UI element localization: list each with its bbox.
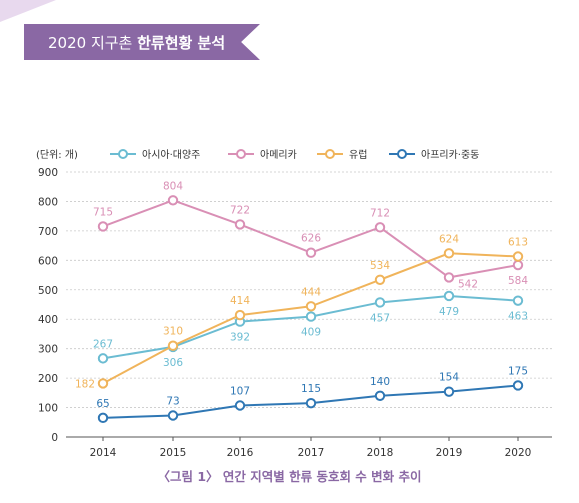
data-point	[97, 412, 109, 424]
data-point	[374, 297, 386, 308]
section-title-bold: 한류현황 분석	[137, 34, 226, 52]
legend-marker	[118, 149, 128, 159]
y-tick-label: 600	[38, 255, 58, 267]
data-point	[234, 309, 246, 321]
y-tick-label: 300	[38, 344, 58, 356]
unit-label: (단위: 개)	[36, 148, 78, 161]
data-label: 310	[163, 326, 183, 338]
data-label: 414	[230, 295, 250, 307]
data-label: 722	[230, 204, 250, 216]
section-title: 2020 지구촌 한류현황 분석	[48, 32, 225, 53]
data-point	[167, 195, 179, 206]
x-tick-label: 2014	[90, 447, 117, 459]
y-tick-label: 800	[38, 196, 58, 208]
data-label: 267	[93, 338, 113, 350]
data-label: 444	[301, 286, 321, 298]
legend-label: 아시아·대양주	[142, 149, 200, 161]
data-point	[443, 386, 455, 397]
data-point	[374, 222, 386, 233]
x-tick-label: 2017	[298, 447, 325, 459]
data-point	[234, 400, 246, 411]
data-label: 182	[75, 378, 95, 390]
y-tick-label: 500	[38, 285, 58, 297]
data-label: 115	[301, 383, 321, 395]
x-tick-label: 2015	[160, 447, 187, 459]
x-tick-label: 2018	[367, 447, 394, 459]
data-point	[512, 251, 524, 262]
data-point	[305, 301, 317, 312]
y-tick-label: 400	[38, 314, 58, 326]
data-point	[374, 274, 386, 285]
data-point	[512, 259, 524, 271]
data-label: 175	[508, 365, 528, 377]
data-label: 140	[370, 376, 390, 388]
data-point	[374, 390, 386, 401]
data-point	[512, 380, 524, 391]
data-label: 715	[93, 206, 113, 218]
x-tick-label: 2016	[227, 447, 254, 459]
legend-label: 아메리카	[260, 149, 297, 161]
y-tick-label: 900	[38, 167, 58, 179]
data-label: 479	[439, 306, 459, 318]
data-label: 409	[301, 327, 321, 339]
data-label: 73	[166, 396, 179, 408]
data-label: 542	[458, 278, 478, 290]
data-point	[443, 248, 455, 259]
data-point	[167, 410, 179, 421]
legend-marker	[397, 149, 407, 159]
data-point	[234, 219, 246, 230]
x-tick-label: 2020	[505, 447, 532, 459]
data-label: 463	[508, 311, 528, 323]
data-label: 534	[370, 260, 390, 272]
data-point	[97, 221, 109, 232]
x-tick-label: 2019	[436, 447, 463, 459]
legend-label: 아프리카·중동	[421, 149, 479, 161]
section-title-banner: 2020 지구촌 한류현황 분석	[24, 24, 260, 60]
data-label: 306	[163, 357, 183, 369]
y-tick-label: 100	[38, 403, 58, 415]
data-label: 626	[301, 233, 321, 245]
section-title-year: 2020 지구촌	[48, 34, 138, 52]
data-point	[305, 397, 317, 409]
corner-decoration	[0, 0, 56, 22]
legend-marker	[236, 149, 246, 159]
legend-marker	[325, 149, 335, 159]
data-label: 65	[96, 398, 109, 410]
data-point	[443, 272, 455, 283]
legend-label: 유럽	[349, 149, 367, 161]
data-label: 457	[370, 312, 390, 324]
data-point	[97, 353, 109, 364]
data-point	[97, 378, 109, 389]
data-label: 107	[230, 385, 250, 397]
data-point	[305, 311, 317, 322]
y-tick-label: 700	[38, 226, 58, 238]
data-point	[443, 290, 455, 302]
data-label: 392	[230, 332, 250, 344]
data-label: 712	[370, 207, 390, 219]
data-label: 613	[508, 237, 528, 249]
data-point	[305, 247, 317, 258]
data-point	[167, 340, 179, 351]
data-point	[512, 295, 524, 306]
data-label: 584	[508, 275, 528, 287]
y-tick-label: 0	[51, 432, 58, 444]
data-label: 154	[439, 372, 459, 384]
figure-caption: 〈그림 1〉 연간 지역별 한류 동호회 수 변화 추이	[157, 469, 422, 484]
y-tick-label: 200	[38, 373, 58, 385]
data-label: 624	[439, 233, 459, 245]
data-label: 804	[163, 180, 183, 192]
